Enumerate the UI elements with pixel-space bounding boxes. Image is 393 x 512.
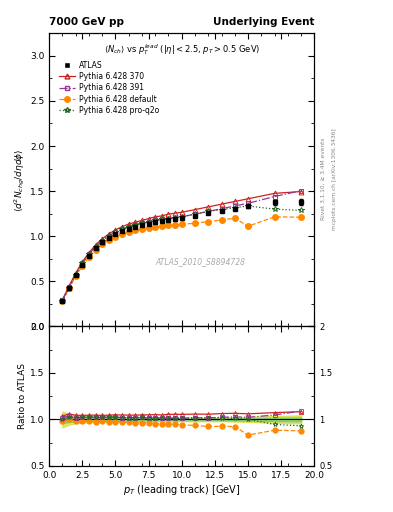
Y-axis label: Ratio to ATLAS: Ratio to ATLAS [18,363,27,429]
Text: mcplots.cern.ch [arXiv:1306.3436]: mcplots.cern.ch [arXiv:1306.3436] [332,129,337,230]
Text: $\langle N_{ch} \rangle$ vs $p_T^{lead}$ ($|\eta| < 2.5$, $p_T > 0.5$ GeV): $\langle N_{ch} \rangle$ vs $p_T^{lead}$… [104,42,260,57]
Legend: ATLAS, Pythia 6.428 370, Pythia 6.428 391, Pythia 6.428 default, Pythia 6.428 pr: ATLAS, Pythia 6.428 370, Pythia 6.428 39… [55,58,163,118]
Text: Underlying Event: Underlying Event [213,17,314,28]
Y-axis label: $\langle d^2 N_{chg}/d\eta d\phi \rangle$: $\langle d^2 N_{chg}/d\eta d\phi \rangle… [13,148,27,211]
Text: Rivet 3.1.10, ≥ 3.4M events: Rivet 3.1.10, ≥ 3.4M events [320,138,325,221]
X-axis label: $p_T$ (leading track) [GeV]: $p_T$ (leading track) [GeV] [123,482,241,497]
Text: ATLAS_2010_S8894728: ATLAS_2010_S8894728 [155,258,245,266]
Text: 7000 GeV pp: 7000 GeV pp [49,17,124,28]
